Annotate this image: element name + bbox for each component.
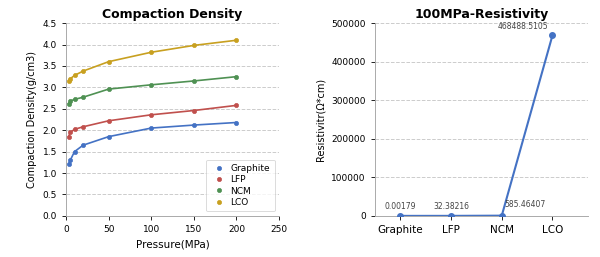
Text: 32.38216: 32.38216: [433, 202, 469, 211]
NCM: [233, 75, 240, 78]
NCM: [148, 83, 155, 86]
Graphite: [79, 144, 86, 147]
Graphite: [105, 135, 112, 138]
LCO: [79, 70, 86, 73]
Legend: Graphite, LFP, NCM, LCO: Graphite, LFP, NCM, LCO: [206, 160, 275, 211]
X-axis label: Pressure(MPa): Pressure(MPa): [136, 240, 209, 250]
LCO: [65, 79, 72, 82]
Y-axis label: Compaction Density(g/cm3): Compaction Density(g/cm3): [27, 51, 37, 188]
Line: LFP: LFP: [67, 103, 239, 139]
Graphite: [190, 124, 197, 127]
Text: 0.00179: 0.00179: [385, 202, 416, 211]
NCM: [67, 99, 74, 103]
Title: Compaction Density: Compaction Density: [103, 7, 242, 21]
LCO: [71, 74, 78, 77]
NCM: [79, 96, 86, 99]
LFP: [105, 119, 112, 122]
LFP: [71, 128, 78, 131]
Graphite: [233, 121, 240, 124]
Text: 585.46407: 585.46407: [504, 200, 545, 209]
Graphite: [148, 126, 155, 130]
Graphite: [67, 159, 74, 162]
NCM: [190, 79, 197, 82]
LCO: [67, 77, 74, 80]
Graphite: [65, 163, 72, 166]
Line: Graphite: Graphite: [67, 121, 239, 167]
LCO: [233, 39, 240, 42]
LFP: [190, 109, 197, 112]
NCM: [71, 98, 78, 101]
Graphite: [71, 150, 78, 153]
LCO: [105, 60, 112, 63]
LFP: [148, 113, 155, 116]
Line: LCO: LCO: [67, 38, 239, 83]
Title: 100MPa-Resistivity: 100MPa-Resistivity: [415, 7, 548, 21]
LFP: [67, 131, 74, 134]
LCO: [148, 51, 155, 54]
LFP: [233, 104, 240, 107]
Line: NCM: NCM: [67, 75, 239, 106]
LCO: [190, 44, 197, 47]
LFP: [65, 135, 72, 138]
Text: 468488.5105: 468488.5105: [498, 22, 548, 31]
NCM: [65, 102, 72, 105]
LFP: [79, 125, 86, 128]
Y-axis label: Resistivitr(Ω*cm): Resistivitr(Ω*cm): [316, 78, 326, 161]
NCM: [105, 88, 112, 91]
